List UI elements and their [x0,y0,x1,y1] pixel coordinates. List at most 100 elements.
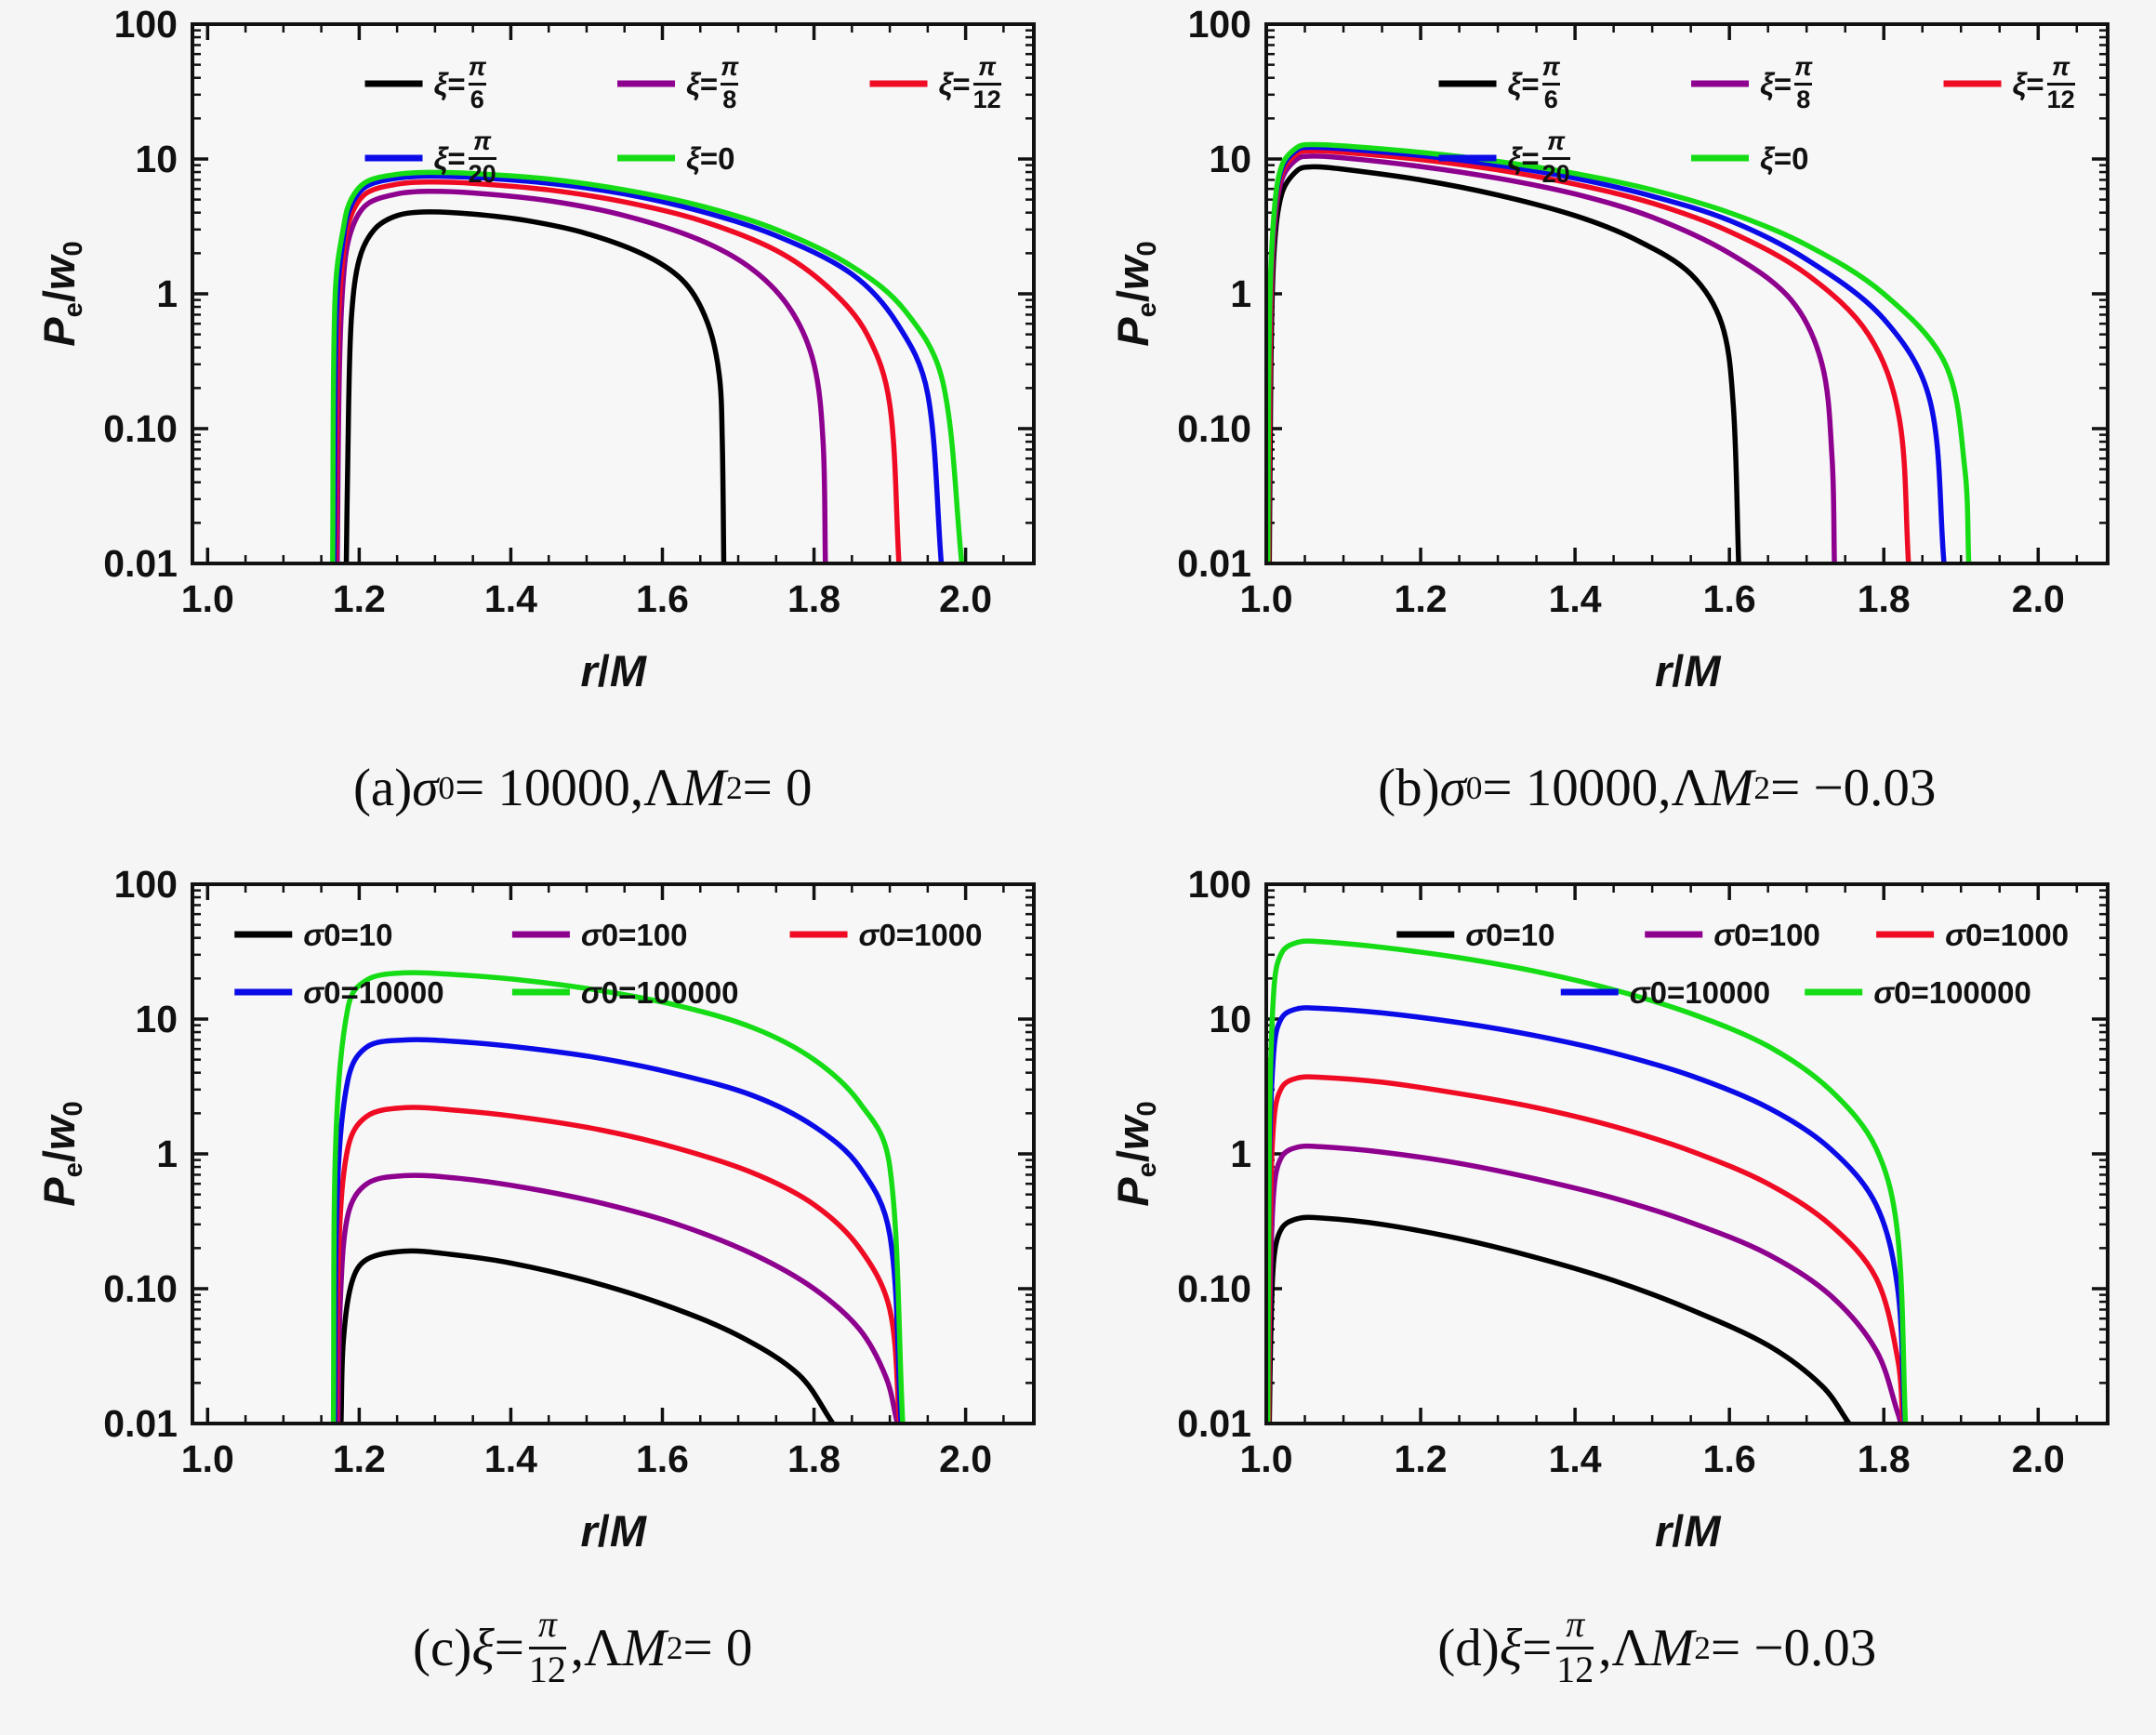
x-tick-label: 1.6 [1703,577,1756,620]
legend-label-xi-pi-8: ξ = π 8 [685,52,739,113]
fraction: π 12 [972,52,1001,113]
curve-sigma0-1000 [333,1105,903,1425]
legend-item-sigma0-10: σ 0=10 [303,920,392,950]
curves [1266,938,1909,1425]
legend-item-sigma0-100: σ 0=100 [1713,917,1821,952]
x-tick-label: 1.0 [181,577,234,620]
curve-sigma0-100000 [1266,938,1909,1425]
y-tick-label: 0.01 [103,1402,178,1445]
panel-b: 1.0 1.2 1.4 1.6 1.8 2.0 100 10 1 0.10 0.01 ξ = π 6 ξ = π 8… [1078,6,2153,866]
curve-sigma0-1000 [1266,1074,1906,1425]
legend-item-xi-pi-8: ξ = π8 [685,52,739,113]
y-tick-label: 10 [1210,998,1252,1040]
x-tick-label: 1.4 [484,577,537,620]
chart-area-a: 1.0 1.2 1.4 1.6 1.8 2.0 100 10 1 0.10 0.01 ξ = π 6 ξ = π 8… [25,6,1057,708]
legend-label-xi-pi-8: ξ = π 8 [1760,52,1813,113]
legend-label-xi-pi-12: ξ = π 12 [2012,52,2075,113]
chart-b: 1.0 1.2 1.4 1.6 1.8 2.0 100 10 1 0.10 0.01 ξ = π6 ξ = π8… [1177,6,2110,620]
y-tick-label: 1 [156,272,178,315]
x-tick-label: 1.4 [1549,577,1602,620]
x-tick-label: 1.0 [181,1437,234,1480]
chart-area-b: 1.0 1.2 1.4 1.6 1.8 2.0 100 10 1 0.10 0.01 ξ = π 6 ξ = π 8… [1099,6,2131,708]
fraction: π 12 [2046,52,2075,113]
x-axis-label: r/M [580,646,647,695]
legend-item-sigma0-100000: σ 0=100000 [580,974,739,1010]
legend-item-sigma0-10000: σ 0=10000 [1630,974,1771,1010]
legend-item-xi-0: ξ =0 [1760,143,1808,174]
legend-item-xi-0: ξ =0 [686,143,734,174]
legend-label-sigma0-100000: σ 0=100000 [580,974,739,1010]
curves [330,970,906,1425]
legend-item-sigma0-1000: σ 0=1000 [1945,917,2070,952]
curve-sigma0-100 [335,1172,900,1425]
curve-sigma0-100000 [330,970,906,1425]
fraction: π 12 [528,1603,566,1690]
x-tick-label: 1.2 [1395,1437,1448,1480]
x-tick-label: 1.0 [1240,1437,1293,1480]
x-tick-label: 2.0 [939,1437,992,1480]
legend: σ 0=10 σ 0=100 σ 0=1000 σ 0=10000 σ 0=100000 [1396,917,2070,1010]
legend-label-sigma0-1000: σ 0=1000 [1945,917,2070,952]
y-axis-label: Pe/w0 [1108,1101,1163,1207]
fraction: π 12 [1556,1603,1594,1690]
y-axis-label: Pe/w0 [33,1101,88,1207]
y-tick-label: 0.01 [1177,1402,1251,1445]
chart-area-d: 1.0 1.2 1.4 1.6 1.8 2.0 100 10 1 0.10 0.01 σ 0=10 σ 0=… [1099,866,2131,1568]
legend-item-xi-pi-12: ξ = π12 [938,52,1001,113]
legend-label-xi-pi-20: ξ = π 20 [1507,126,1570,188]
legend-label-sigma0-100: σ 0=100 [1713,917,1821,952]
x-tick-label: 1.2 [1395,577,1448,620]
plot-frame [190,22,1036,565]
legend-label-sigma0-10000: σ 0=10000 [303,974,444,1010]
legend-item-sigma0-10000: σ 0=10000 [303,974,444,1010]
x-tick-label: 1.4 [484,1437,537,1480]
legend-item-xi-pi-6: ξ = π6 [433,52,486,113]
chart-area-c: 1.0 1.2 1.4 1.6 1.8 2.0 100 10 1 0.10 0.01 σ 0=10 σ 0=… [25,866,1057,1568]
curve-xi-pi-6 [343,209,726,565]
y-tick-label: 0.01 [1177,542,1251,585]
curve-sigma0-10 [1266,1214,1852,1425]
x-axis-label: r/M [1654,646,1721,695]
x-axis-label: r/M [1654,1506,1721,1556]
y-tick-label: 10 [135,138,178,180]
legend-item-xi-pi-12: ξ = π12 [2012,52,2075,113]
y-axis-label: Pe/w0 [33,241,88,347]
curve-sigma0-10000 [332,1037,904,1425]
y-tick-label: 0.10 [103,1267,178,1310]
y-tick-label: 0.01 [103,542,178,585]
x-tick-label: 1.2 [333,1437,386,1480]
legend-label-sigma0-1000: σ 0=1000 [858,917,983,952]
x-tick-label: 2.0 [939,577,992,620]
y-tick-label: 10 [1210,138,1252,180]
y-tick-label: 1 [1230,272,1251,315]
legend-label-xi-pi-20: ξ = π 20 [433,126,496,188]
fraction: π 20 [1541,126,1570,188]
y-tick-label: 1 [156,1132,178,1175]
y-tick-label: 0.10 [103,407,178,450]
x-tick-label: 1.8 [1858,577,1911,620]
panel-d: 1.0 1.2 1.4 1.6 1.8 2.0 100 10 1 0.10 0.01 σ 0=10 σ 0=… [1078,866,2153,1726]
legend-label-sigma0-10000: σ 0=10000 [1630,974,1771,1010]
plot-frame [1264,22,2110,565]
x-tick-label: 2.0 [2012,1437,2065,1480]
x-tick-label: 1.6 [636,577,689,620]
x-axis-label: r/M [580,1506,647,1556]
legend-item-xi-pi-20: ξ = π20 [433,126,496,188]
x-tick-label: 1.8 [1858,1437,1911,1480]
y-tick-label: 100 [1188,6,1251,46]
legend: ξ = π6 ξ = π8 ξ = π12 ξ = π20 ξ =0 [364,52,1001,188]
y-tick-label: 100 [113,6,177,46]
curves [329,169,964,565]
curve-xi-0 [1266,141,1972,565]
legend-item-xi-pi-6: ξ = π6 [1508,52,1561,113]
chart-a: 1.0 1.2 1.4 1.6 1.8 2.0 100 10 1 0.10 0.01 ξ = π6 ξ = π8… [103,6,1036,620]
y-tick-label: 1 [1230,1132,1251,1175]
